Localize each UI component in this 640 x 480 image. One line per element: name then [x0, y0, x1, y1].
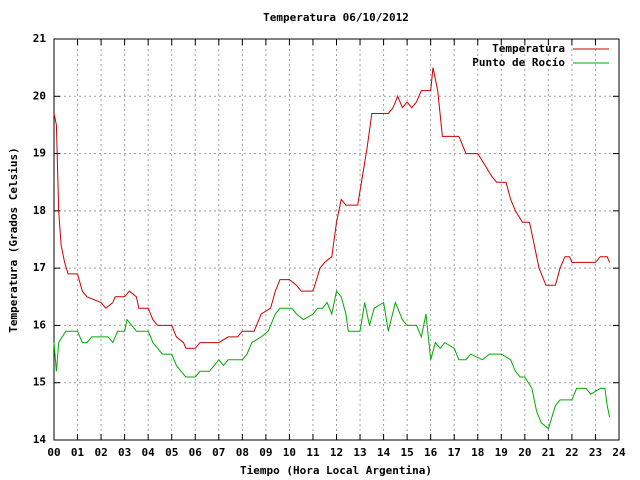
y-tick-label: 21 — [33, 32, 47, 45]
y-tick-label: 20 — [33, 89, 46, 102]
legend-label: Punto de Rocío — [472, 56, 565, 69]
x-tick-label: 20 — [518, 446, 531, 459]
x-tick-label: 14 — [377, 446, 391, 459]
y-tick-label: 15 — [33, 376, 46, 389]
x-tick-label: 15 — [401, 446, 414, 459]
x-tick-label: 04 — [142, 446, 156, 459]
x-tick-label: 01 — [71, 446, 85, 459]
x-tick-label: 00 — [47, 446, 60, 459]
x-tick-label: 06 — [189, 446, 203, 459]
y-tick-label: 17 — [33, 261, 46, 274]
x-tick-label: 24 — [612, 446, 626, 459]
y-tick-label: 19 — [33, 147, 46, 160]
x-tick-label: 03 — [118, 446, 131, 459]
x-tick-label: 18 — [471, 446, 484, 459]
data-line — [53, 289, 611, 430]
data-line — [53, 67, 611, 349]
x-tick-label: 09 — [259, 446, 272, 459]
x-tick-label: 11 — [306, 446, 320, 459]
y-axis-label: Temperatura (Grados Celsius) — [7, 147, 20, 332]
x-tick-label: 10 — [283, 446, 296, 459]
x-tick-label: 23 — [589, 446, 602, 459]
x-axis-label: Tiempo (Hora Local Argentina) — [240, 464, 432, 477]
legend-label: Temperatura — [492, 42, 565, 55]
y-tick-label: 16 — [33, 318, 47, 331]
x-tick-label: 16 — [424, 446, 438, 459]
y-tick-label: 18 — [33, 204, 46, 217]
x-tick-label: 17 — [448, 446, 461, 459]
x-tick-label: 02 — [94, 446, 107, 459]
x-tick-label: 19 — [495, 446, 508, 459]
x-tick-label: 22 — [565, 446, 578, 459]
x-tick-label: 07 — [212, 446, 225, 459]
y-tick-label: 14 — [33, 433, 47, 446]
x-tick-label: 12 — [330, 446, 343, 459]
x-tick-label: 13 — [353, 446, 366, 459]
x-tick-label: 08 — [236, 446, 249, 459]
x-tick-label: 21 — [542, 446, 556, 459]
chart-title: Temperatura 06/10/2012 — [263, 11, 409, 24]
plot-border — [53, 38, 620, 441]
x-tick-label: 05 — [165, 446, 178, 459]
